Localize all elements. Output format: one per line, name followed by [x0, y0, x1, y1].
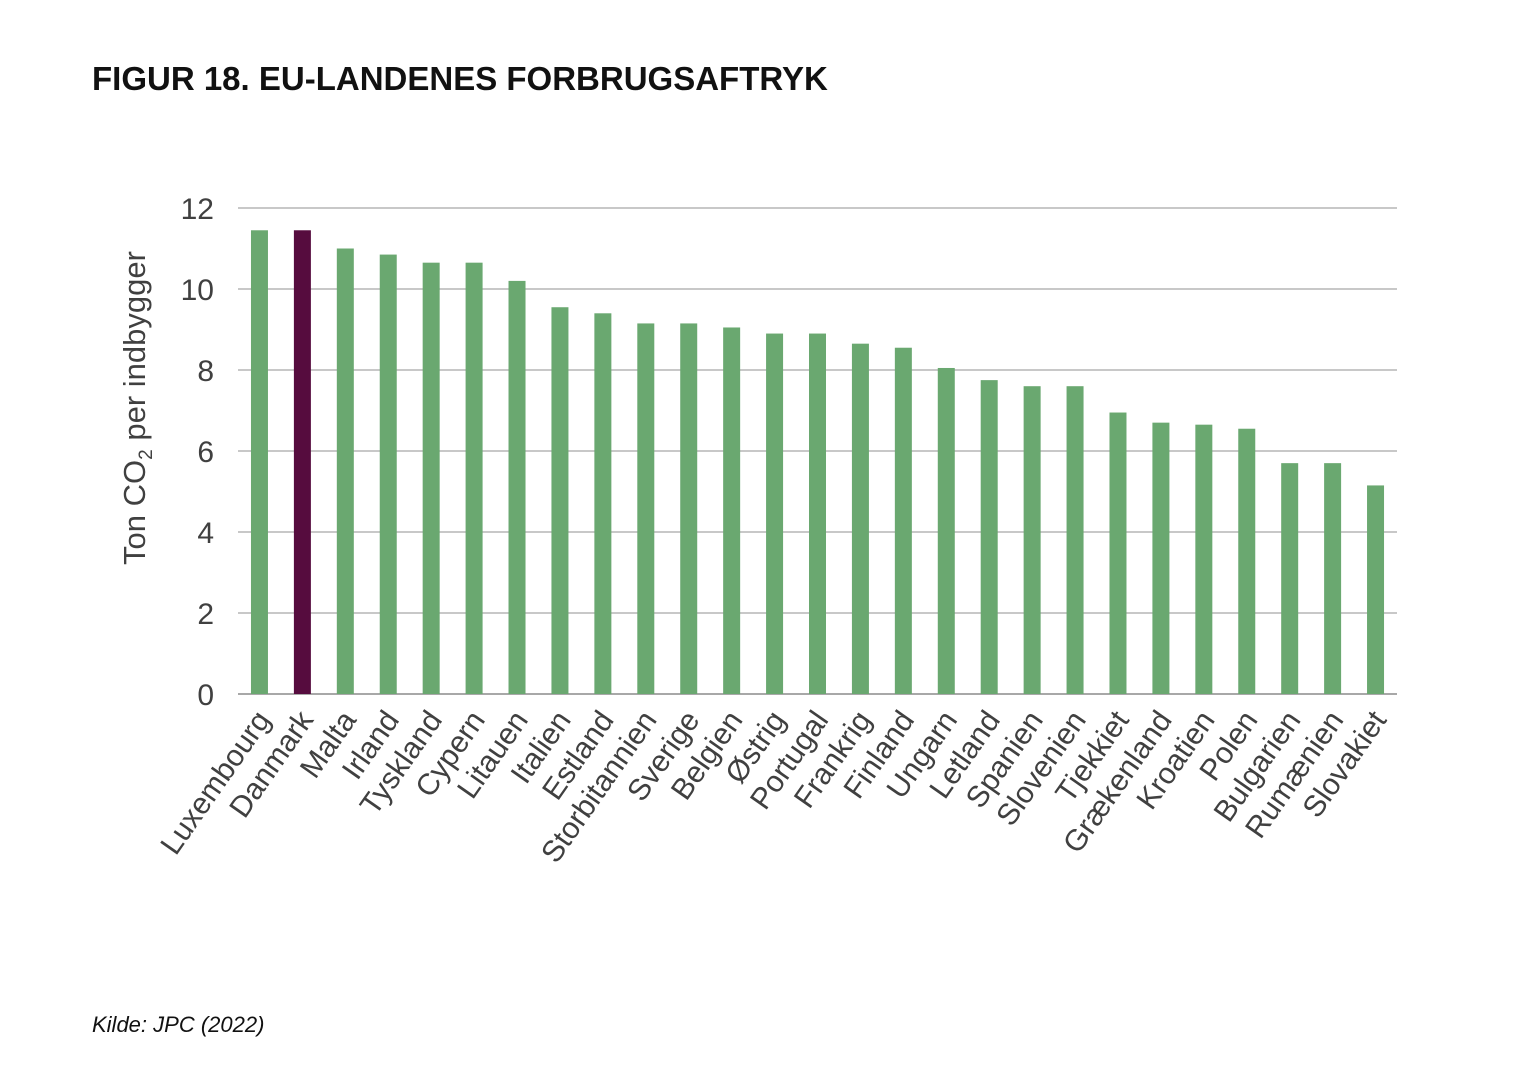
y-tick-label: 12 — [181, 193, 214, 226]
bar — [680, 323, 698, 694]
y-tick-label: 10 — [181, 274, 214, 307]
bar — [379, 254, 397, 694]
bar — [1023, 386, 1041, 694]
bar — [766, 333, 784, 694]
figure-title: FIGUR 18. EU-LANDENES FORBRUGSAFTRYK — [92, 60, 828, 97]
bar — [723, 327, 741, 694]
bar — [637, 323, 655, 694]
y-tick-label: 2 — [197, 598, 214, 631]
y-tick-label: 0 — [197, 679, 214, 712]
bar — [851, 343, 869, 694]
bar — [1195, 424, 1213, 694]
bar — [937, 367, 955, 694]
bar — [465, 262, 483, 694]
bar — [1238, 428, 1256, 694]
bar — [1367, 485, 1385, 694]
bar — [809, 333, 826, 694]
bar — [1152, 422, 1170, 694]
bar — [422, 262, 440, 694]
bar — [1324, 463, 1342, 694]
bar — [980, 380, 998, 694]
bar — [551, 307, 569, 694]
source-note: Kilde: JPC (2022) — [92, 1012, 265, 1037]
bars — [250, 230, 1385, 694]
bar — [1109, 412, 1127, 694]
bar — [508, 280, 526, 694]
bar-chart: 0 2 4 6 8 10 12 LuxembourgDanmarkMaltaIrlandTy… — [117, 193, 1397, 869]
y-tick-label: 4 — [197, 517, 214, 550]
bar — [336, 248, 354, 694]
bar — [250, 230, 268, 694]
bar — [1281, 463, 1299, 694]
y-axis-label: Ton CO2 per indbygger — [117, 251, 157, 565]
y-axis-label-rest: per indbygger — [117, 251, 152, 449]
bar — [894, 347, 912, 694]
y-axis-label-main: Ton CO — [117, 460, 152, 565]
y-tick-label: 8 — [197, 355, 214, 388]
bar — [1066, 386, 1084, 694]
y-tick-label: 6 — [197, 436, 214, 469]
y-axis-ticks: 0 2 4 6 8 10 12 — [181, 193, 214, 712]
bar — [594, 313, 612, 694]
x-axis-ticks: LuxembourgDanmarkMaltaIrlandTysklandCype… — [155, 704, 1394, 869]
y-axis-label-subscript: 2 — [136, 449, 157, 460]
bar — [293, 230, 311, 694]
